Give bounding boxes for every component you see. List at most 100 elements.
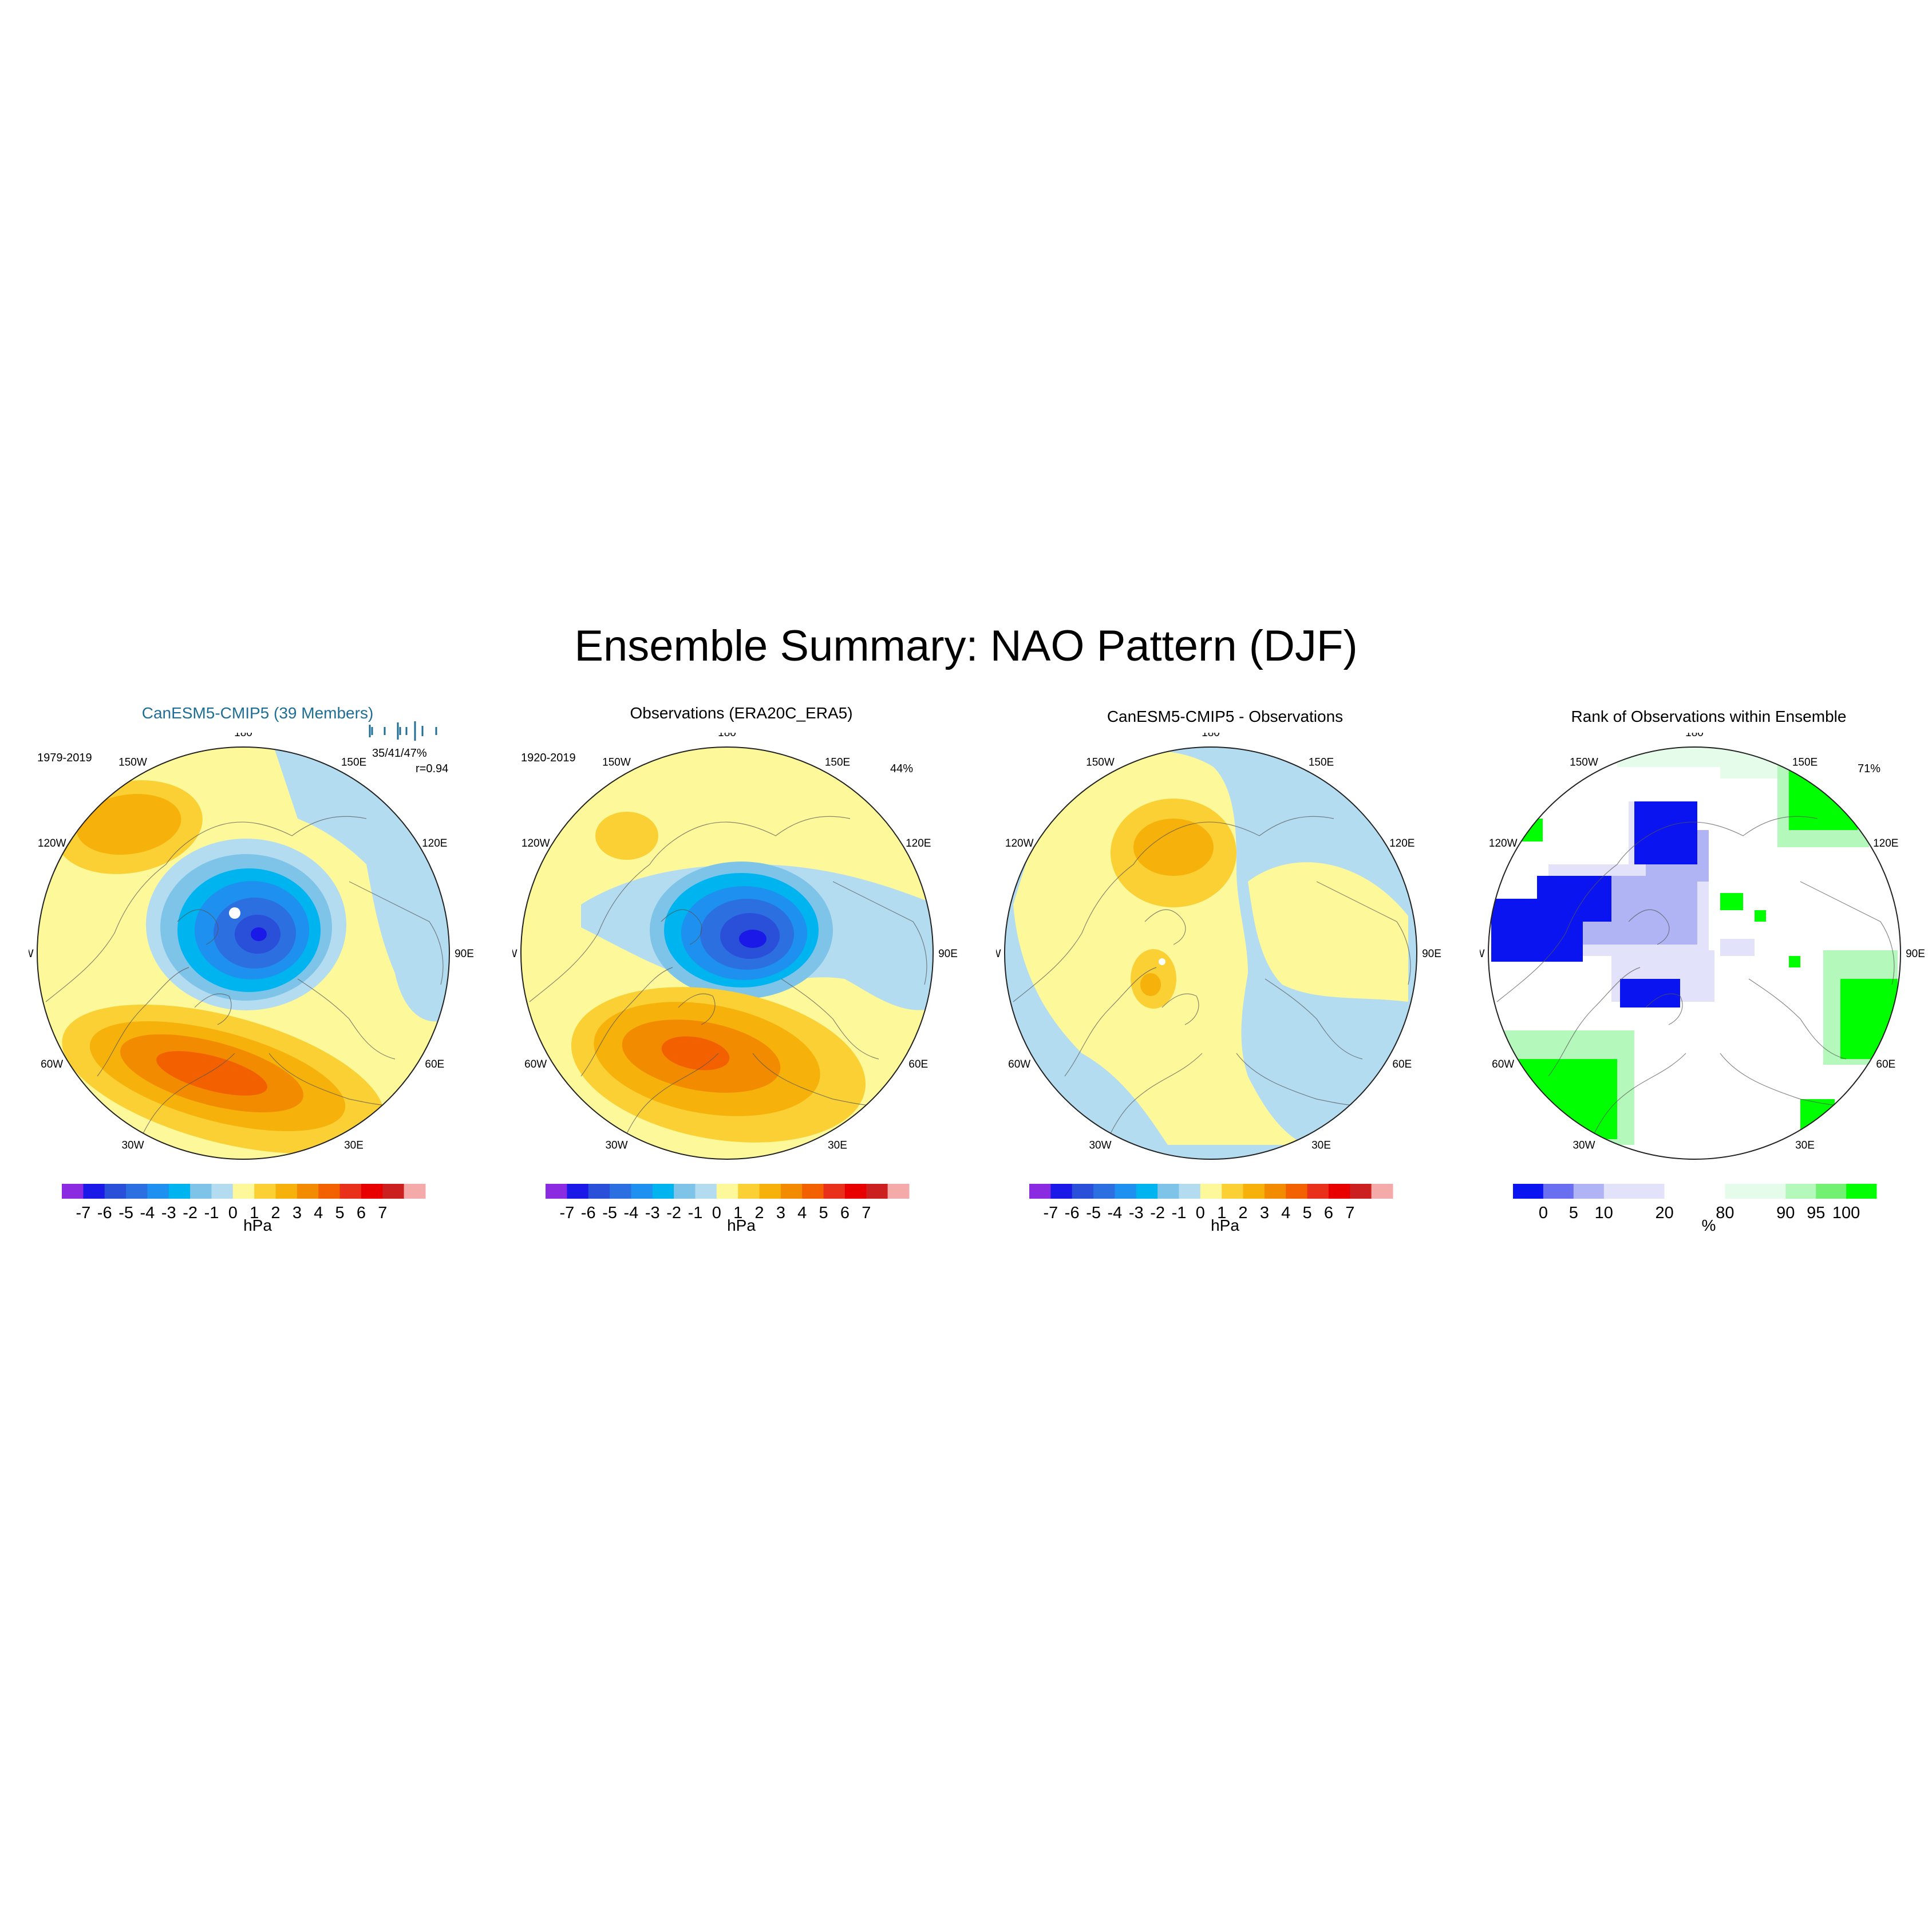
colorbar-swatch <box>211 1184 234 1199</box>
colorbar-tick-label: 80 <box>1716 1204 1734 1222</box>
panel-rank: Rank of Observations within Ensemble 71%… <box>1480 704 1932 1248</box>
colorbar-tick-label: 100 <box>1832 1204 1860 1222</box>
colorbar-swatch <box>610 1184 631 1199</box>
colorbar-tick-label: 1 <box>250 1204 259 1222</box>
colorbar-swatch <box>1222 1184 1244 1199</box>
colorbar-tick-label: 5 <box>819 1204 828 1222</box>
colorbar-swatch <box>546 1184 567 1199</box>
colorbar-tick-label: -2 <box>666 1204 681 1222</box>
colorbar-tick-label: 7 <box>862 1204 871 1222</box>
longitude-label-60w: 60W <box>1492 1058 1514 1070</box>
longitude-label-150e: 150E <box>1309 757 1334 769</box>
colorbar-swatch <box>1029 1184 1051 1199</box>
colorbar-swatch <box>190 1184 212 1199</box>
colorbar-swatch <box>275 1184 298 1199</box>
colorbar: -7 -6 -5 -4 -3 -2 -1 0 1 2 3 4 5 6 7 <box>62 1184 426 1222</box>
longitude-label-60w: 60W <box>1008 1058 1030 1070</box>
colorbar-swatch <box>866 1184 888 1199</box>
longitude-label-30e: 30E <box>344 1139 364 1151</box>
coastlines <box>529 816 927 1134</box>
panel-ensemble-mean: CanESM5-CMIP5 (39 Members) 1979-2019 35/… <box>29 704 487 1248</box>
contour-region <box>1140 973 1161 996</box>
colorbar-tick-label: -7 <box>560 1204 575 1222</box>
colorbar-tick-label: 4 <box>314 1204 323 1222</box>
colorbar-tick-label: 5 <box>1303 1204 1312 1222</box>
colorbar-swatch <box>62 1184 84 1199</box>
colorbar-swatch <box>588 1184 610 1199</box>
colorbar-swatch <box>147 1184 169 1199</box>
colorbar-tick-label: -7 <box>1044 1204 1058 1222</box>
colorbar-swatch <box>361 1184 383 1199</box>
colorbar-tick-label: 3 <box>776 1204 785 1222</box>
colorbar-tick-label: 1 <box>733 1204 742 1222</box>
colorbar-swatch <box>382 1184 405 1199</box>
longitude-label-120e: 120E <box>1873 837 1898 850</box>
colorbar-swatch <box>1243 1184 1265 1199</box>
map-boundary <box>520 746 934 1160</box>
longitude-label-150w: 150W <box>118 757 147 769</box>
colorbar-tick-label: 2 <box>754 1204 764 1222</box>
colorbar-swatch <box>844 1184 867 1199</box>
map-boundary <box>37 746 450 1160</box>
colorbar-swatch <box>1307 1184 1329 1199</box>
longitude-label-30e: 30E <box>1795 1139 1815 1151</box>
longitude-label-150w: 150W <box>1570 757 1598 769</box>
colorbar-swatch <box>887 1184 910 1199</box>
colorbar-swatch <box>738 1184 760 1199</box>
colorbar-swatch <box>1543 1184 1574 1199</box>
longitude-label-30w: 30W <box>1573 1139 1595 1151</box>
longitude-label-150e: 150E <box>1792 757 1818 769</box>
panel-observations: Observations (ERA20C_ERA5) 1920-2019 44%… <box>512 704 970 1248</box>
longitude-label-30e: 30E <box>1311 1139 1331 1151</box>
coastlines <box>45 816 444 1134</box>
colorbar-tick-label: -4 <box>140 1204 155 1222</box>
longitude-label-60e: 60E <box>1876 1058 1895 1070</box>
colorbar-swatch <box>254 1184 276 1199</box>
coastlines <box>1496 816 1895 1134</box>
colorbar-tick-label: 1 <box>1217 1204 1226 1222</box>
colorbar-tick-label: -3 <box>1129 1204 1144 1222</box>
longitude-label-60w: 60W <box>41 1058 63 1070</box>
colorbar-tick-label: 6 <box>357 1204 366 1222</box>
colorbar-tick-label: -2 <box>183 1204 197 1222</box>
colorbar-swatch <box>1664 1184 1695 1199</box>
colorbar-swatch <box>695 1184 717 1199</box>
colorbar-tick-label: -3 <box>161 1204 176 1222</box>
colorbar-tick-label: -4 <box>624 1204 639 1222</box>
longitude-label-180: 180 <box>718 733 736 739</box>
colorbar-tick-label: 0 <box>228 1204 238 1222</box>
colorbar-tick-label: 2 <box>1238 1204 1247 1222</box>
colorbar-tick-label: 20 <box>1655 1204 1673 1222</box>
colorbar-tick-label: -1 <box>204 1204 219 1222</box>
rank-cell-region <box>1789 767 1858 830</box>
colorbar-tick-label: 4 <box>797 1204 807 1222</box>
longitude-label-90w: 90W <box>29 948 34 960</box>
longitude-label-90e: 90E <box>1906 948 1925 960</box>
colorbar-swatch <box>297 1184 319 1199</box>
percent-label: 44% <box>890 762 914 775</box>
contour-region <box>156 1051 267 1096</box>
longitude-label-180: 180 <box>1202 733 1220 739</box>
colorbar-swatch <box>168 1184 191 1199</box>
colorbar-swatch <box>1816 1184 1847 1199</box>
colorbar-swatch <box>716 1184 738 1199</box>
polar-map: 180150E120E90E60E30E030W60W90W120W150W <box>512 733 958 1160</box>
colorbar-swatch <box>1603 1184 1635 1199</box>
member-tick-strip <box>369 721 437 741</box>
rank-cell-region <box>1634 801 1697 864</box>
longitude-label-180: 180 <box>1685 733 1704 739</box>
longitude-label-180: 180 <box>234 733 252 739</box>
colorbar-units: % <box>1701 1216 1716 1234</box>
colorbar-tick-label: -1 <box>688 1204 703 1222</box>
panel-title: Observations (ERA20C_ERA5) <box>630 704 853 722</box>
colorbar-tick-label: -3 <box>645 1204 660 1222</box>
period-label: 1979-2019 <box>37 752 92 764</box>
contour-region <box>1133 819 1214 876</box>
colorbar-swatch <box>1093 1184 1115 1199</box>
longitude-label-120e: 120E <box>906 837 931 850</box>
panel-difference: CanESM5-CMIP5 - Observations 180 150E 120E… <box>996 704 1454 1248</box>
longitude-label-90e: 90E <box>455 948 474 960</box>
panel-title: Rank of Observations within Ensemble <box>1571 708 1847 725</box>
colorbar-swatch <box>232 1184 255 1199</box>
colorbar-swatch <box>802 1184 824 1199</box>
